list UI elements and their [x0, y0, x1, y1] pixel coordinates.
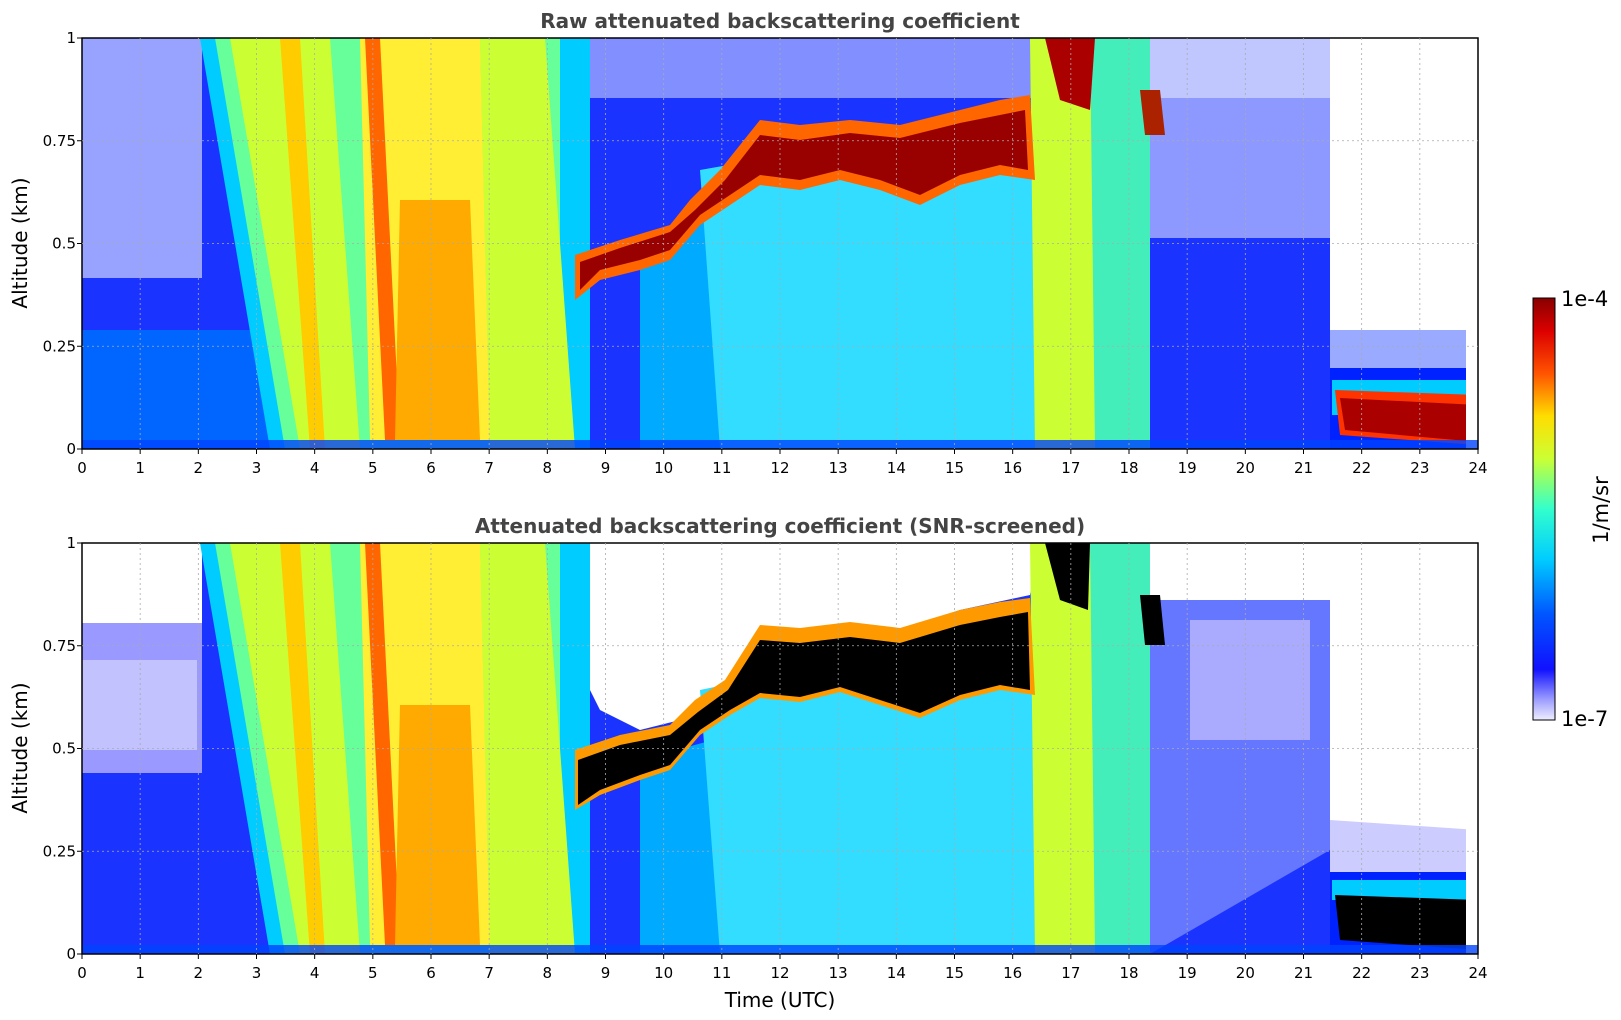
x-tick-label: 2: [194, 964, 204, 982]
colorbar-max-label: 1e-4: [1561, 287, 1608, 311]
x-tick-label: 19: [1178, 964, 1197, 982]
raw-backscatter-panel: Raw attenuated backscattering coefficien…: [8, 9, 1488, 477]
x-tick-label: 1: [135, 459, 145, 477]
x-tick-label: 5: [368, 964, 378, 982]
x-axis-label: Time (UTC): [724, 988, 836, 1012]
y-tick-label: 1: [66, 29, 76, 47]
x-tick-label: 10: [654, 459, 673, 477]
snr-screened-panel: Attenuated backscattering coefficient (S…: [8, 514, 1488, 1012]
x-tick-label: 17: [1061, 964, 1080, 982]
x-tick-label: 12: [770, 964, 789, 982]
colorbar-unit-label: 1/m/sr: [1589, 476, 1613, 544]
colorbar-min-label: 1e-7: [1561, 707, 1608, 731]
y-tick-label: 0: [66, 440, 76, 458]
y-axis-ticks: 0 0.25 0.5 0.75 1: [43, 534, 82, 963]
x-tick-label: 18: [1119, 459, 1138, 477]
x-tick-label: 3: [252, 964, 262, 982]
x-tick-label: 23: [1410, 459, 1429, 477]
colorbar: 1e-4 1e-7 1/m/sr: [1532, 287, 1613, 731]
y-axis-label: Altitude (km): [8, 177, 32, 308]
x-tick-label: 4: [310, 459, 320, 477]
grid-lines: [82, 38, 1478, 449]
x-tick-label: 0: [77, 459, 87, 477]
x-tick-label: 14: [887, 964, 906, 982]
x-tick-label: 2: [194, 459, 204, 477]
x-axis-ticks: 0 1 2 3 4 5 6 7 8 9 10 11 12 13 14 15 16 17 18 19 20 21 22 23 24: [77, 449, 1488, 477]
x-tick-label: 11: [712, 964, 731, 982]
x-tick-label: 11: [712, 459, 731, 477]
x-tick-label: 6: [426, 964, 436, 982]
chart-title: Attenuated backscattering coefficient (S…: [475, 514, 1085, 538]
x-tick-label: 4: [310, 964, 320, 982]
grid-lines: [82, 543, 1478, 954]
x-tick-label: 12: [770, 459, 789, 477]
x-tick-label: 23: [1410, 964, 1429, 982]
x-tick-label: 10: [654, 964, 673, 982]
x-tick-label: 20: [1236, 459, 1255, 477]
x-tick-label: 16: [1003, 459, 1022, 477]
y-tick-label: 0.25: [43, 842, 76, 860]
x-tick-label: 14: [887, 459, 906, 477]
x-tick-label: 3: [252, 459, 262, 477]
x-tick-label: 13: [829, 964, 848, 982]
x-tick-label: 6: [426, 459, 436, 477]
x-tick-label: 9: [601, 459, 611, 477]
y-tick-label: 0: [66, 945, 76, 963]
colorbar-gradient: [1532, 297, 1556, 721]
x-tick-label: 16: [1003, 964, 1022, 982]
x-tick-label: 22: [1352, 964, 1371, 982]
x-tick-label: 13: [829, 459, 848, 477]
x-tick-label: 9: [601, 964, 611, 982]
x-tick-label: 5: [368, 459, 378, 477]
x-tick-label: 15: [945, 964, 964, 982]
y-tick-label: 0.25: [43, 337, 76, 355]
y-axis-label: Altitude (km): [8, 682, 32, 813]
x-tick-label: 21: [1294, 459, 1313, 477]
x-tick-label: 17: [1061, 459, 1080, 477]
x-tick-label: 8: [543, 964, 553, 982]
y-tick-label: 0.75: [43, 132, 76, 150]
x-tick-label: 22: [1352, 459, 1371, 477]
x-tick-label: 7: [484, 459, 494, 477]
x-tick-label: 15: [945, 459, 964, 477]
x-tick-label: 24: [1468, 964, 1487, 982]
x-tick-label: 24: [1468, 459, 1487, 477]
y-axis-ticks: 0 0.25 0.5 0.75 1: [43, 29, 82, 458]
chart-title: Raw attenuated backscattering coefficien…: [540, 9, 1020, 33]
x-tick-label: 21: [1294, 964, 1313, 982]
x-tick-label: 18: [1119, 964, 1138, 982]
y-tick-label: 0.5: [52, 235, 76, 253]
y-tick-label: 0.75: [43, 637, 76, 655]
x-tick-label: 20: [1236, 964, 1255, 982]
x-tick-label: 0: [77, 964, 87, 982]
y-tick-label: 1: [66, 534, 76, 552]
x-tick-label: 8: [543, 459, 553, 477]
x-tick-label: 1: [135, 964, 145, 982]
x-tick-label: 7: [484, 964, 494, 982]
x-tick-label: 19: [1178, 459, 1197, 477]
x-axis-ticks: 0 1 2 3 4 5 6 7 8 9 10 11 12 13 14 15 16 17 18 19 20 21 22 23 24: [77, 954, 1488, 982]
y-tick-label: 0.5: [52, 740, 76, 758]
